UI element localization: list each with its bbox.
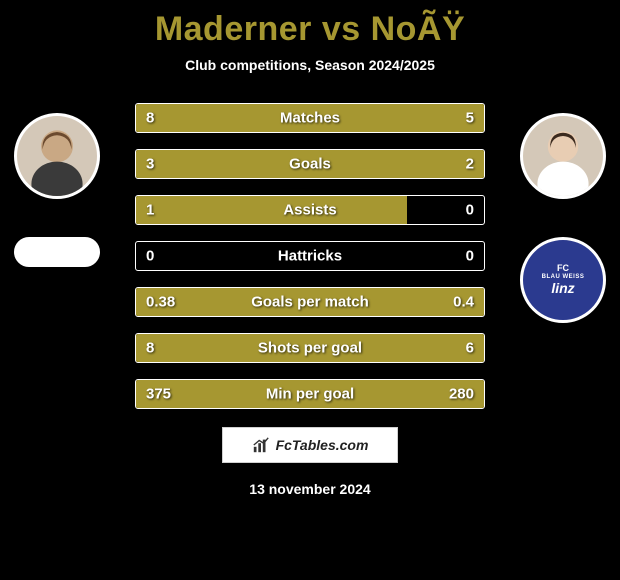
club-logo-line3: linz xyxy=(542,281,585,296)
chart-icon xyxy=(252,436,270,454)
stat-label: Goals xyxy=(136,156,484,173)
person-icon xyxy=(523,116,603,196)
stat-row: 10Assists xyxy=(135,195,485,225)
subtitle: Club competitions, Season 2024/2025 xyxy=(0,57,620,73)
stat-label: Shots per goal xyxy=(136,340,484,357)
watermark-badge: FcTables.com xyxy=(222,427,398,463)
person-icon xyxy=(17,116,97,196)
stat-row: 85Matches xyxy=(135,103,485,133)
player-right-avatar xyxy=(520,113,606,199)
stat-row: 86Shots per goal xyxy=(135,333,485,363)
page-title: Maderner vs NoÃŸ xyxy=(0,0,620,49)
stat-label: Matches xyxy=(136,110,484,127)
stat-label: Assists xyxy=(136,202,484,219)
stat-row: 375280Min per goal xyxy=(135,379,485,409)
date-text: 13 november 2024 xyxy=(0,481,620,497)
comparison-panel: FC BLAU WEISS linz 85Matches 32Goals 10Ass… xyxy=(0,103,620,409)
stat-row: 32Goals xyxy=(135,149,485,179)
player-left-club-logo xyxy=(14,237,100,267)
stat-label: Hattricks xyxy=(136,248,484,265)
stats-bars: 85Matches 32Goals 10Assists 00Hattricks 0.38… xyxy=(135,103,485,409)
stat-label: Min per goal xyxy=(136,386,484,403)
player-left-avatar xyxy=(14,113,100,199)
stat-label: Goals per match xyxy=(136,294,484,311)
player-right-club-logo: FC BLAU WEISS linz xyxy=(520,237,606,323)
club-logo-text: FC BLAU WEISS linz xyxy=(542,264,585,296)
stat-row: 00Hattricks xyxy=(135,241,485,271)
stat-row: 0.380.4Goals per match xyxy=(135,287,485,317)
watermark-text: FcTables.com xyxy=(276,437,369,453)
club-logo-line1: FC xyxy=(542,264,585,274)
